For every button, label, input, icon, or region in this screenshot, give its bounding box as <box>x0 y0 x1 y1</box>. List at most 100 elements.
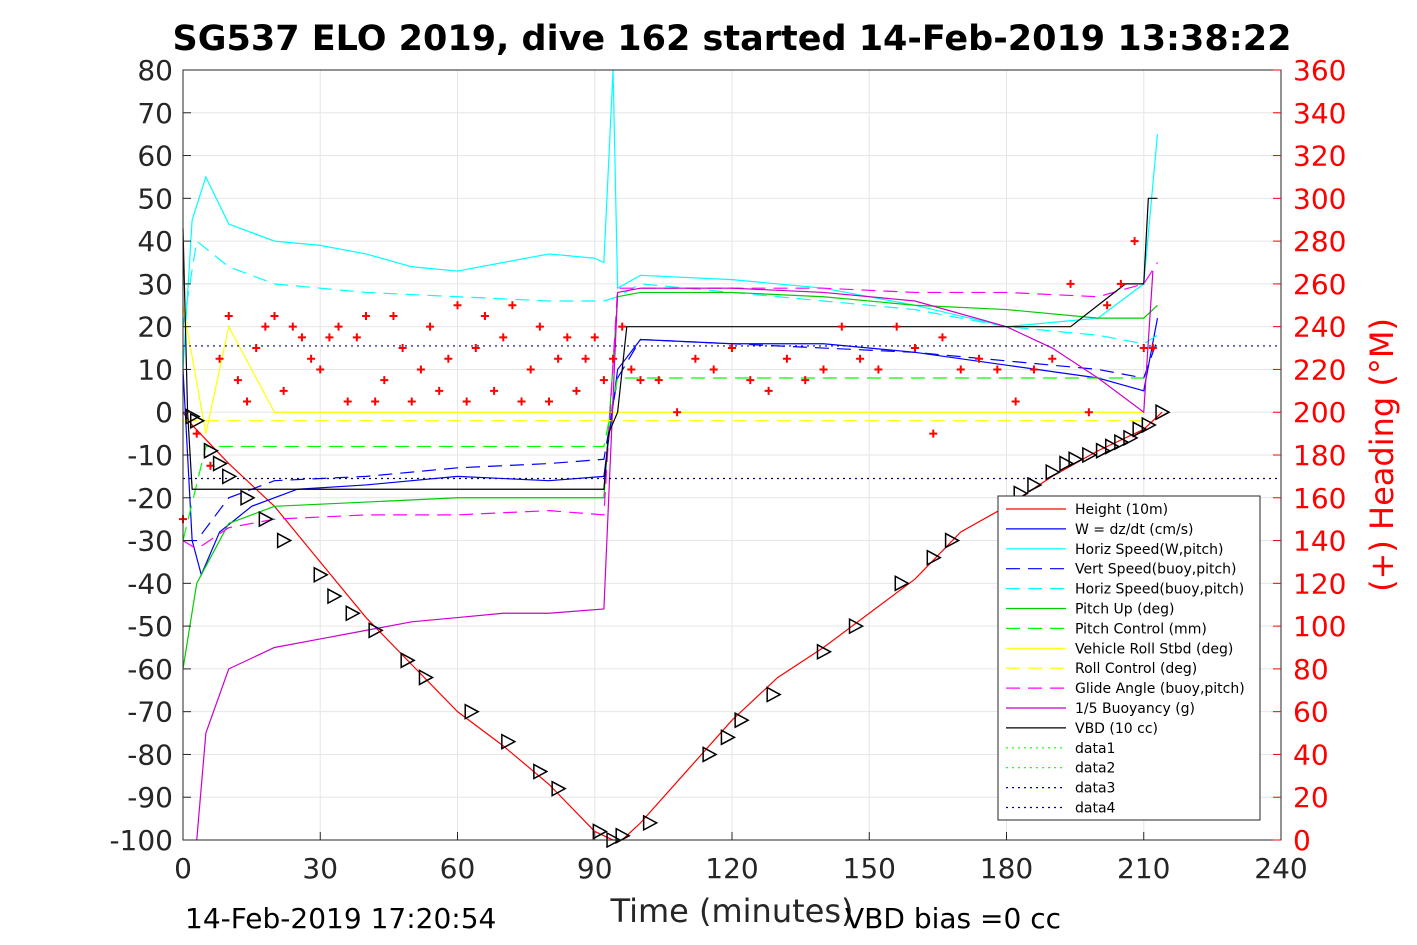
heading-point <box>288 322 297 331</box>
heading-point <box>416 365 425 374</box>
legend-entry: data4 <box>1075 801 1116 817</box>
depth-marker <box>926 549 942 566</box>
depth-marker <box>533 763 549 780</box>
heading-point <box>499 333 508 342</box>
y-left-tick-label: 40 <box>137 225 173 258</box>
y-right-tick-label: 0 <box>1293 824 1311 857</box>
y-right-tick-label: 20 <box>1293 781 1329 814</box>
heading-point <box>343 397 352 406</box>
depth-marker <box>368 622 384 639</box>
y-left-tick-label: -60 <box>127 653 173 686</box>
legend-box <box>997 495 1261 821</box>
legend-entry: Vert Speed(buoy,pitch) <box>1075 562 1237 578</box>
x-axis: 0 30 60 90 120 150 180 210 240 <box>174 832 1308 885</box>
depth-marker <box>944 532 961 549</box>
heading-point <box>1139 344 1148 353</box>
y-left-tick-label: -50 <box>127 610 173 643</box>
y-right-tick-label: 200 <box>1293 396 1346 429</box>
heading-point <box>471 344 480 353</box>
footer-timestamp: 14-Feb-2019 17:20:54 <box>185 902 496 935</box>
heading-point <box>709 365 718 374</box>
heading-point <box>389 311 398 320</box>
depth-marker <box>185 408 201 425</box>
heading-point <box>1103 301 1112 310</box>
y-right-tick-label: 60 <box>1293 696 1329 729</box>
x-tick-label: 210 <box>1117 852 1170 885</box>
heading-point <box>691 354 700 363</box>
heading-point <box>801 376 810 385</box>
y-right-tick-label: 40 <box>1293 738 1329 771</box>
y-right-tick-label: 160 <box>1293 482 1346 515</box>
heading-point <box>224 311 233 320</box>
heading-point <box>1011 397 1020 406</box>
legend-entry: Roll Control (deg) <box>1075 661 1197 677</box>
legend-entry: Glide Angle (buoy,pitch) <box>1075 681 1245 697</box>
depth-marker <box>551 780 567 797</box>
legend-entry: data3 <box>1075 781 1115 797</box>
heading-point <box>993 365 1002 374</box>
heading-point <box>609 354 618 363</box>
heading-point <box>192 429 201 438</box>
heading-point <box>581 354 590 363</box>
x-tick-label: 0 <box>174 852 192 885</box>
y-axis-right-label: (+) Heading (°M) <box>1363 318 1401 592</box>
y-right-tick-label: 340 <box>1293 97 1346 130</box>
depth-marker <box>418 669 435 686</box>
depth-marker <box>702 746 718 763</box>
y-left-tick-label: -20 <box>127 482 173 515</box>
heading-point <box>572 386 581 395</box>
depth-marker <box>276 532 293 549</box>
series-line <box>183 338 1159 542</box>
footer-vbd-bias: VBD bias =0 cc <box>845 902 1061 935</box>
heading-point <box>590 333 599 342</box>
legend-entry: Height (10m) <box>1075 502 1168 518</box>
heading-point <box>453 301 462 310</box>
y-left-tick-label: 60 <box>137 140 173 173</box>
depth-marker <box>1123 429 1139 447</box>
depth-marker <box>894 575 910 592</box>
heading-point <box>270 311 279 320</box>
depth-marker <box>1095 442 1112 459</box>
series-line <box>182 317 1159 577</box>
depth-marker <box>345 605 361 622</box>
depth-marker <box>734 711 750 729</box>
heading-point <box>618 322 627 331</box>
depth-marker <box>1104 438 1121 455</box>
legend-entry: Pitch Up (deg) <box>1075 602 1174 618</box>
x-tick-label: 240 <box>1254 852 1307 885</box>
depth-marker <box>1082 446 1098 464</box>
y-right-tick-label: 100 <box>1293 610 1346 643</box>
y-left-tick-label: -80 <box>127 738 173 771</box>
heading-point <box>252 344 261 353</box>
depth-marker <box>1027 476 1043 494</box>
heading-point <box>654 376 663 385</box>
series-line <box>182 377 1144 541</box>
y-left-tick-label: 20 <box>137 311 173 344</box>
heading-point <box>746 376 755 385</box>
y-left-tick-label: -90 <box>127 781 173 814</box>
heading-point <box>874 365 883 374</box>
series-line <box>182 305 1144 434</box>
heading-point <box>1084 408 1093 417</box>
y-right-tick-label: 220 <box>1293 353 1346 386</box>
y-left-tick-label: -100 <box>109 824 173 857</box>
heading-point <box>407 397 416 406</box>
heading-point <box>362 311 370 320</box>
heading-point <box>279 386 288 395</box>
heading-point <box>1066 279 1075 288</box>
series-line <box>182 239 1158 345</box>
heading-point <box>426 322 435 331</box>
y-right-tick-label: 320 <box>1293 140 1346 173</box>
y-right-tick-label: 120 <box>1293 567 1346 600</box>
y-left-tick-label: 70 <box>137 97 173 130</box>
y-left-tick-label: -30 <box>127 525 173 558</box>
x-tick-label: 120 <box>705 852 758 885</box>
legend: Height (10m) W = dz/dt (cm/s) Horiz Speed(… <box>997 495 1261 821</box>
depth-marker <box>212 455 229 472</box>
heading-point <box>297 333 306 342</box>
y-left-tick-label: 80 <box>137 54 173 87</box>
legend-entry: Vehicle Roll Stbd (deg) <box>1075 641 1233 657</box>
series-line <box>196 271 1154 841</box>
depth-markers <box>185 403 1171 849</box>
depth-marker <box>1045 463 1061 481</box>
